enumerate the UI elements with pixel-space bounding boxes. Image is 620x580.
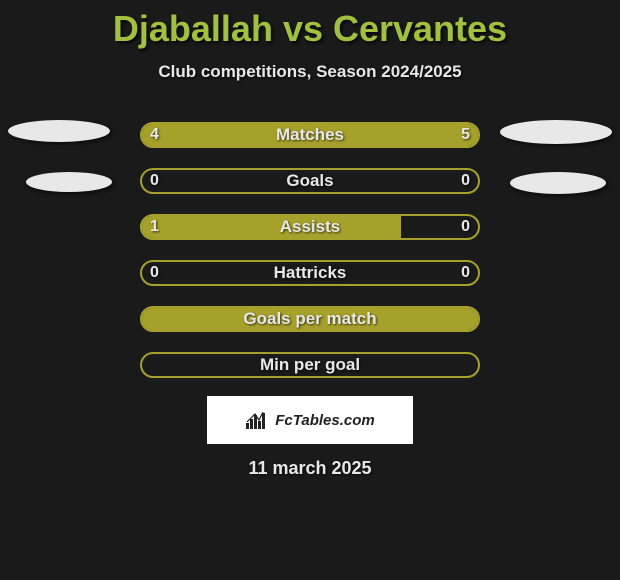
stat-row-2: Assists1 0: [0, 204, 620, 250]
bar-container: Hattricks0 0: [140, 260, 480, 286]
stat-label: Matches: [142, 125, 478, 145]
chart-date: 11 march 2025: [0, 458, 620, 479]
attribution-text: FcTables.com: [275, 412, 374, 429]
attribution-box: FcTables.com: [207, 396, 413, 444]
stat-row-0: Matches4 5: [0, 112, 620, 158]
bar-container: Goals per match: [140, 306, 480, 332]
stat-value-right: 0: [461, 264, 470, 282]
stat-value-left: 0: [150, 264, 159, 282]
chart-subtitle: Club competitions, Season 2024/2025: [0, 50, 620, 82]
chart-title: Djaballah vs Cervantes: [0, 0, 620, 50]
bar-container: Assists1 0: [140, 214, 480, 240]
stat-row-5: Min per goal: [0, 342, 620, 388]
stat-row-1: Goals0 0: [0, 158, 620, 204]
stat-value-right: 5: [461, 126, 470, 144]
stat-label: Goals per match: [142, 309, 478, 329]
stat-label: Hattricks: [142, 263, 478, 283]
bar-container: Matches4 5: [140, 122, 480, 148]
stat-label: Min per goal: [142, 355, 478, 375]
stat-label: Goals: [142, 171, 478, 191]
chart-area: Matches45Goals00Assists10Hattricks00Goal…: [0, 112, 620, 388]
bars-icon: [245, 411, 269, 429]
stat-value-right: 0: [461, 172, 470, 190]
stat-value-right: 0: [461, 218, 470, 236]
stat-value-left: 0: [150, 172, 159, 190]
stat-row-4: Goals per match: [0, 296, 620, 342]
stat-label: Assists: [142, 217, 478, 237]
bar-container: Goals0 0: [140, 168, 480, 194]
bar-container: Min per goal: [140, 352, 480, 378]
stat-value-left: 1: [150, 218, 159, 236]
stat-row-3: Hattricks0 0: [0, 250, 620, 296]
stat-value-left: 4: [150, 126, 159, 144]
